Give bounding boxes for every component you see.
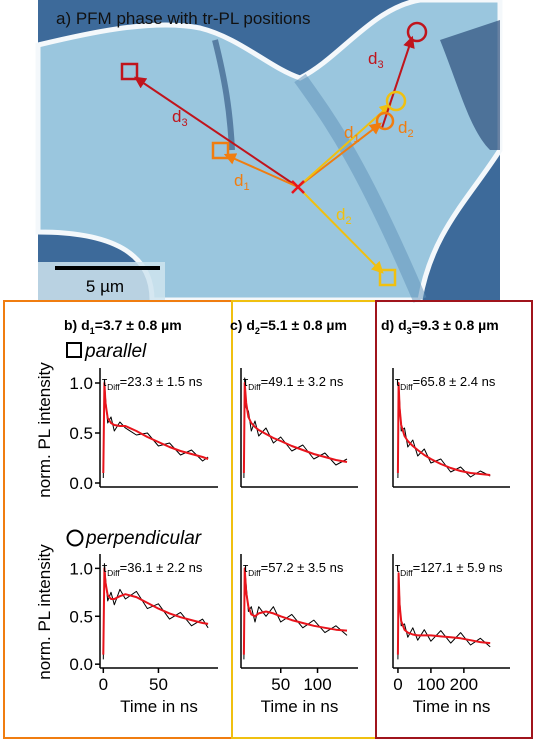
data-trace: [243, 377, 348, 479]
subscript: 1: [353, 133, 359, 145]
text-part: τ: [243, 374, 249, 389]
x-tick-label: 0: [393, 675, 402, 694]
tau-annotation: τDiff=49.1 ± 3.2 ns: [243, 374, 344, 392]
text-part: d: [368, 49, 377, 68]
subscript: 3: [181, 117, 187, 129]
distance-label: d3: [172, 107, 188, 129]
text-part: =65.8 ± 2.4 ns: [413, 374, 496, 389]
y-tick-label: 1.0: [69, 374, 93, 393]
subscript: Diff: [248, 568, 261, 578]
y-axis-label: norm. PL intensity: [35, 544, 54, 680]
row-label: perpendicular: [85, 528, 202, 549]
tau-annotation: τDiff=127.1 ± 5.9 ns: [395, 560, 503, 578]
text-part: =57.2 ± 3.5 ns: [261, 560, 344, 575]
distance-label: d3: [368, 49, 384, 71]
text-part: τ: [395, 560, 401, 575]
x-tick-label: 200: [450, 675, 478, 694]
y-tick-label: 1.0: [69, 559, 93, 578]
data-trace: [397, 577, 491, 660]
column-title: b) d1=3.7 ± 0.8 µm: [64, 317, 182, 336]
tau-annotation: τDiff=57.2 ± 3.5 ns: [243, 560, 344, 578]
tau-annotation: τDiff=36.1 ± 2.2 ns: [102, 560, 203, 578]
text-part: d) d: [381, 317, 407, 333]
column-title: c) d2=5.1 ± 0.8 µm: [230, 317, 347, 336]
subscript: Diff: [107, 568, 120, 578]
subscript: Diff: [400, 568, 413, 578]
y-tick-label: 0.0: [69, 655, 93, 674]
subscript: 2: [255, 326, 260, 336]
text-part: d: [398, 118, 407, 137]
subscript: 1: [90, 326, 95, 336]
fit-curve: [242, 567, 348, 655]
text-part: τ: [243, 560, 249, 575]
text-part: τ: [102, 560, 108, 575]
x-tick-label: 50: [149, 675, 168, 694]
x-tick-label: 100: [303, 675, 331, 694]
distance-label: d1: [234, 171, 250, 193]
subscript: 1: [243, 181, 249, 193]
tau-annotation: τDiff=65.8 ± 2.4 ns: [395, 374, 496, 392]
parallel-icon: [66, 342, 82, 358]
x-axis-label: Time in ns: [261, 697, 339, 716]
fit-curve: [102, 382, 209, 474]
distance-label: d1: [344, 123, 360, 145]
arrows: [120, 21, 428, 287]
text-part: =9.3 ± 0.8 µm: [412, 317, 499, 333]
data-trace: [397, 382, 491, 479]
panel-d-border: [375, 300, 533, 739]
panel-c-border: [231, 300, 377, 739]
text-part: =23.3 ± 1.5 ns: [120, 374, 203, 389]
text-part: d: [172, 107, 181, 126]
tau-annotation: τDiff=23.3 ± 1.5 ns: [102, 374, 203, 392]
fit-curve: [396, 382, 491, 476]
text-part: τ: [395, 374, 401, 389]
text-part: =3.7 ± 0.8 µm: [95, 317, 182, 333]
y-tick-label: 0.5: [69, 607, 93, 626]
text-part: d: [336, 205, 345, 224]
text-part: d: [234, 171, 243, 190]
subscript: Diff: [400, 382, 413, 392]
fit-curve: [102, 567, 209, 655]
pfm-image: [35, 0, 503, 303]
text-part: =36.1 ± 2.2 ns: [120, 560, 203, 575]
x-tick-label: 50: [271, 675, 290, 694]
text-part: =127.1 ± 5.9 ns: [413, 560, 503, 575]
fit-curve: [396, 572, 491, 655]
row-label: parallel: [84, 341, 147, 362]
subscript: 2: [407, 128, 413, 140]
fit-curve: [242, 382, 348, 474]
scale-bar-label: 5 µm: [86, 277, 124, 296]
x-tick-label: 0: [99, 675, 108, 694]
subscript: Diff: [107, 382, 120, 392]
subscript: Diff: [248, 382, 261, 392]
subscript: 3: [407, 326, 412, 336]
x-tick-label: 100: [417, 675, 445, 694]
data-trace: [102, 380, 209, 479]
distance-label: d2: [336, 205, 352, 227]
subscript: 2: [345, 215, 351, 227]
y-axis-label: norm. PL intensity: [35, 362, 54, 498]
x-axis-label: Time in ns: [120, 697, 198, 716]
text-part: b) d: [64, 317, 90, 333]
panel-a-title: a) PFM phase with tr-PL positions: [56, 9, 310, 28]
distance-label: d2: [398, 118, 414, 140]
subscript: 3: [377, 59, 383, 71]
column-title: d) d3=9.3 ± 0.8 µm: [381, 317, 499, 336]
text-part: τ: [102, 374, 108, 389]
y-tick-label: 0.5: [69, 424, 93, 443]
text-part: c) d: [230, 317, 255, 333]
text-part: =5.1 ± 0.8 µm: [260, 317, 347, 333]
x-axis-label: Time in ns: [413, 697, 491, 716]
perpendicular-icon: [66, 529, 84, 547]
y-tick-label: 0.0: [69, 474, 93, 493]
text-part: d: [344, 123, 353, 142]
text-part: =49.1 ± 3.2 ns: [261, 374, 344, 389]
